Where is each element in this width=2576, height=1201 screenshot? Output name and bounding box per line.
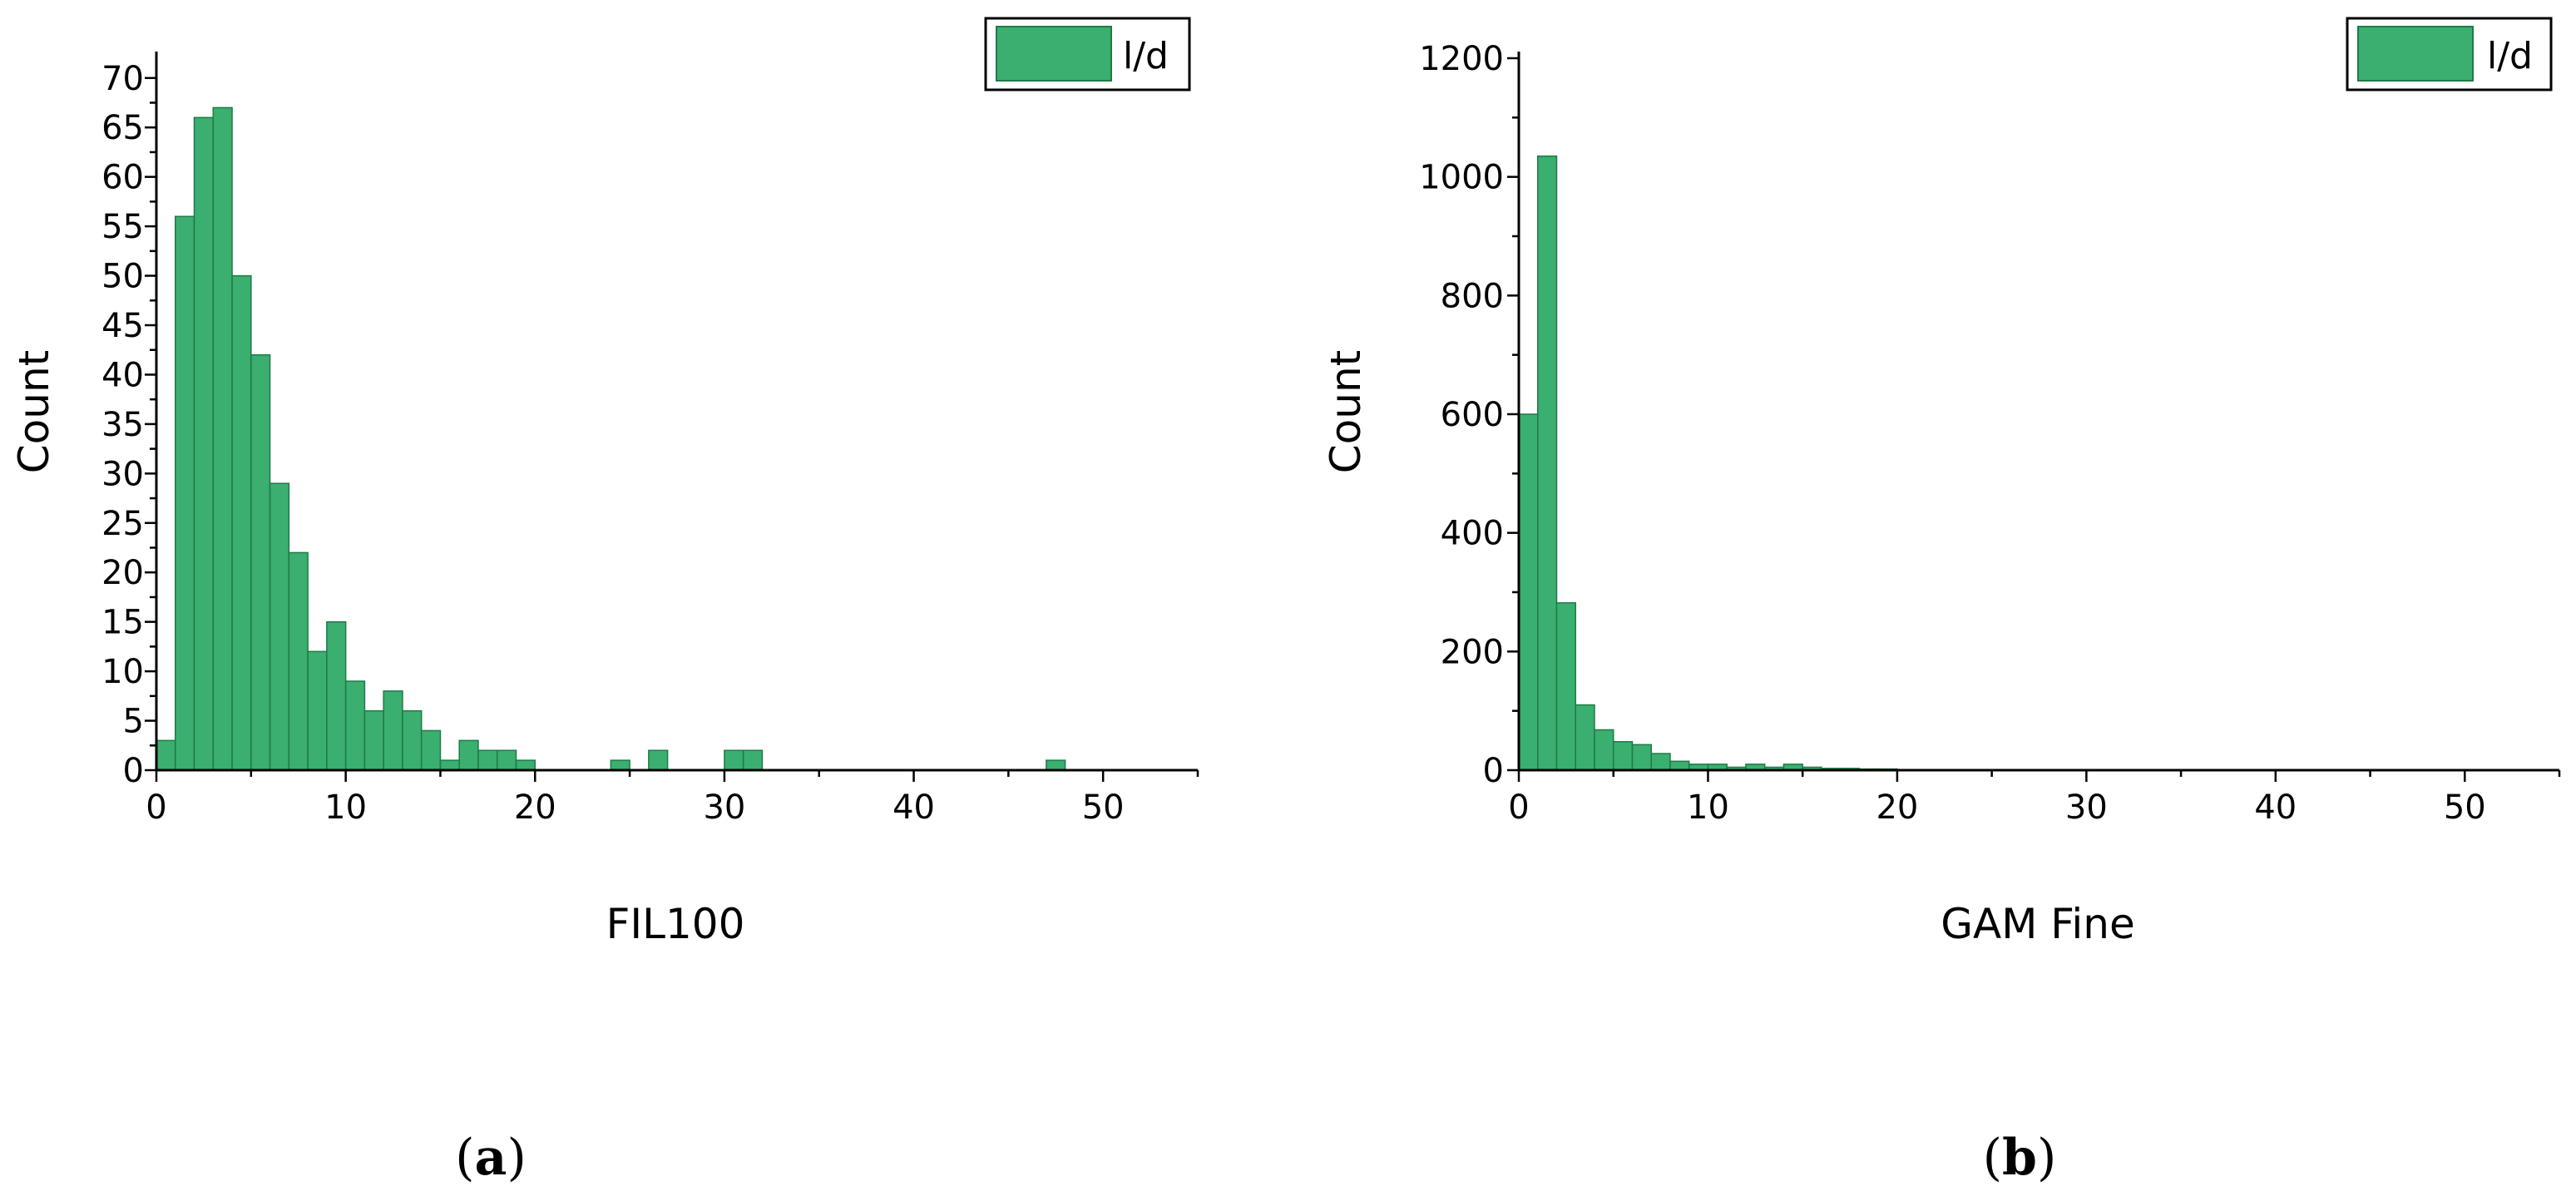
panel-label-b: (b) <box>1983 1129 2057 1187</box>
histogram-bar <box>648 749 669 771</box>
legend-panel-b: l/d <box>2346 17 2553 91</box>
panel-label-a: (a) <box>455 1129 527 1187</box>
x-tick-label: 40 <box>2254 788 2297 827</box>
x-tick-label: 10 <box>324 788 367 827</box>
y-tick-label: 25 <box>101 505 144 543</box>
histogram-bar <box>1518 413 1539 771</box>
histogram-bar <box>1575 704 1595 771</box>
histogram-bar <box>515 759 536 771</box>
y-tick-label: 35 <box>101 406 144 444</box>
y-tick-label: 60 <box>101 159 144 197</box>
histogram-bar <box>269 482 290 771</box>
legend-swatch-a <box>996 26 1112 82</box>
y-tick-label: 0 <box>1483 752 1504 790</box>
y-tick-label: 1000 <box>1419 159 1504 197</box>
x-tick-label: 0 <box>1508 788 1529 827</box>
legend-swatch-b <box>2357 26 2474 82</box>
histogram-bar <box>250 353 271 771</box>
histogram-bar <box>1536 155 1558 771</box>
y-tick-label: 40 <box>101 356 144 394</box>
x-tick-label: 20 <box>514 788 556 827</box>
y-axis-title-b: Count <box>1322 350 1370 474</box>
ticks-panel-b: 0 10 20 30 40 50 0 200 400 600 800 1000 1200 <box>1419 40 2561 827</box>
histogram-bar <box>1594 729 1614 771</box>
y-tick-label: 45 <box>101 307 144 345</box>
y-tick-label: 70 <box>101 60 144 98</box>
y-tick-label: 15 <box>101 604 144 642</box>
histogram-bar <box>610 759 630 771</box>
y-tick-label: 5 <box>123 703 144 741</box>
histogram-bar <box>288 551 309 771</box>
histogram-bar <box>156 739 176 771</box>
histogram-bar <box>1650 753 1671 771</box>
histogram-bar <box>1046 759 1066 771</box>
x-tick-label: 30 <box>703 788 745 827</box>
histogram-bar <box>1612 741 1634 771</box>
histogram-bar <box>402 709 423 771</box>
histogram-bar <box>326 620 347 771</box>
y-axis-title-a: Count <box>10 350 58 474</box>
legend-label-a: l/d <box>1123 35 1169 77</box>
histogram-bar <box>1555 602 1576 771</box>
chart-panel-a: 0 10 20 30 40 500510152025303540455055606570 … <box>10 17 1199 1187</box>
y-tick-label: 65 <box>101 109 144 147</box>
x-tick-label: 10 <box>1687 788 1729 827</box>
y-tick-label: 400 <box>1441 515 1504 553</box>
histogram-bar <box>175 215 195 771</box>
legend-label-b: l/d <box>2487 35 2533 77</box>
y-tick-label: 55 <box>101 208 144 246</box>
y-tick-label: 50 <box>101 258 144 296</box>
histogram-bar <box>307 650 328 771</box>
histogram-bar <box>420 729 442 771</box>
x-tick-label: 20 <box>1876 788 1918 827</box>
y-tick-label: 20 <box>101 554 144 592</box>
y-tick-label: 800 <box>1441 277 1504 315</box>
axes-panel-a <box>155 52 1198 772</box>
bars-panel-b <box>1518 155 1898 771</box>
x-tick-label: 40 <box>892 788 935 827</box>
histogram-bar <box>496 749 517 771</box>
ticks-panel-a: 0 10 20 30 40 50 0 5 10 15 20 25 30 35 40 45 50 55 60 65 70 <box>101 60 1199 827</box>
bars-panel-a <box>156 106 1066 771</box>
y-tick-label: 600 <box>1441 396 1504 434</box>
histogram-bar <box>193 116 215 771</box>
histogram-bar <box>231 274 252 771</box>
histogram-bar <box>1669 760 1690 771</box>
histogram-bar <box>363 709 384 771</box>
y-tick-label: 10 <box>101 653 144 691</box>
histogram-bar <box>742 749 764 771</box>
x-tick-label: 50 <box>1082 788 1125 827</box>
x-axis-title-a: FIL100 <box>606 900 745 948</box>
y-tick-label: 200 <box>1441 633 1504 671</box>
x-tick-label: 0 <box>146 788 166 827</box>
y-tick-label: 30 <box>101 455 144 493</box>
histogram-bar <box>439 759 460 771</box>
x-tick-label: 50 <box>2444 788 2486 827</box>
histogram-bar <box>458 739 479 771</box>
x-tick-label: 30 <box>2065 788 2108 827</box>
x-axis-title-b: GAM Fine <box>1941 900 2134 948</box>
histogram-bar <box>477 749 498 771</box>
histogram-bar <box>383 690 403 771</box>
histogram-bar <box>1631 744 1652 771</box>
histogram-bar <box>344 680 366 771</box>
histogram-bar <box>212 106 233 771</box>
histogram-bar <box>724 749 744 771</box>
y-tick-label: 0 <box>123 752 144 790</box>
legend-panel-a: l/d <box>984 17 1191 91</box>
axes-panel-b <box>1517 52 2559 772</box>
y-tick-label: 1200 <box>1419 40 1504 78</box>
chart-panel-b: 0 10 20 30 40 50 0 200 400 600 800 1000 1200 GAM Fin… <box>1322 17 2561 1187</box>
